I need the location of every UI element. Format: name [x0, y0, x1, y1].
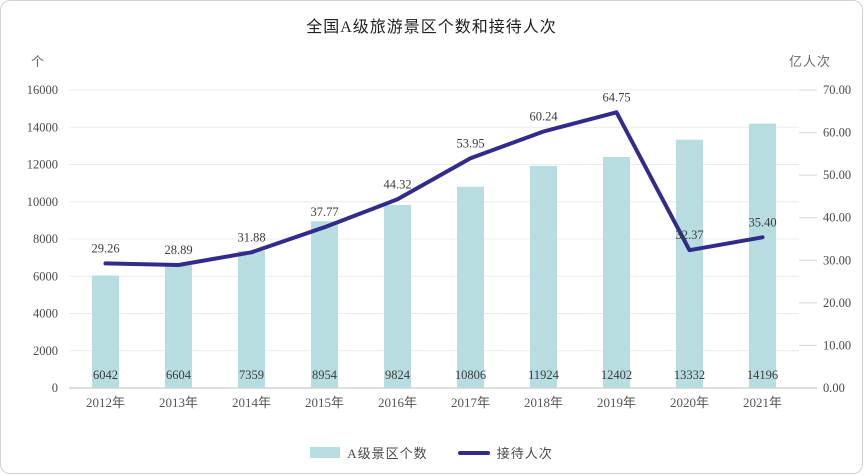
bar-2018年: [530, 165, 557, 388]
legend-item-bar-series: A级景区个数: [310, 443, 427, 462]
bar-value-label: 13332: [674, 368, 705, 382]
line-value-label: 32.37: [675, 228, 703, 242]
line-series-path: [103, 110, 765, 267]
line-value-label: 29.26: [91, 241, 119, 255]
bar-2013年: [165, 265, 192, 388]
bar-value-label: 6604: [166, 368, 192, 382]
bar-series-swatch-icon: [310, 447, 341, 458]
line-value-label: 35.40: [748, 215, 776, 229]
bar-2021年: [749, 123, 776, 389]
line-value-label: 28.89: [164, 243, 192, 257]
line-series-swatch-icon: [457, 450, 490, 455]
bar-value-label: 7359: [239, 368, 264, 382]
x-axis-category-label: 2012年: [86, 395, 125, 410]
right-axis-tick-label: 20.00: [823, 296, 851, 310]
left-axis-tick-label: 16000: [27, 83, 58, 97]
line-value-label: 37.77: [310, 205, 338, 219]
bar-2019年: [603, 157, 630, 388]
chart-legend: A级景区个数 接待人次: [1, 443, 862, 462]
line-value-label: 31.88: [237, 230, 265, 244]
right-axis-tick-label: 0.00: [823, 381, 845, 395]
left-axis-unit-label: 个: [31, 54, 46, 69]
line-value-label: 64.75: [602, 90, 630, 104]
left-axis-tick-label: 0: [52, 381, 58, 395]
bar-value-label: 10806: [455, 368, 486, 382]
chart-plot: 0 2000 4000 6000 8000 10000 12000 14000 16000 0.0…: [27, 83, 851, 410]
right-axis-tick-label: 30.00: [823, 253, 851, 267]
left-axis-tick-label: 4000: [33, 307, 58, 321]
bar-value-label: 8954: [312, 368, 338, 382]
bar-value-label: 14196: [747, 368, 778, 382]
bar-value-label: 11924: [528, 368, 560, 382]
line-value-label: 44.32: [383, 177, 411, 191]
bar-2016年: [384, 205, 411, 388]
x-axis-category-label: 2020年: [670, 395, 709, 410]
chart-title: 全国A级旅游景区个数和接待人次: [306, 19, 557, 36]
line-value-label: 60.24: [529, 110, 558, 124]
legend-item-line-series: 接待人次: [457, 443, 553, 462]
x-axis-category-label: 2015年: [305, 395, 344, 410]
right-axis-tick-label: 40.00: [823, 211, 851, 225]
x-axis-category-label: 2016年: [378, 395, 417, 410]
legend-label-line-series: 接待人次: [496, 446, 553, 461]
left-axis-tick-label: 6000: [33, 269, 58, 283]
left-axis-tick-label: 10000: [27, 195, 58, 209]
bar-2015年: [311, 221, 338, 388]
x-axis-category-label: 2017年: [451, 395, 490, 410]
x-axis-category-label: 2021年: [743, 395, 782, 410]
left-axis-tick-label: 8000: [33, 232, 58, 246]
legend-label-bar-series: A级景区个数: [347, 446, 428, 461]
right-axis-tick-label: 70.00: [823, 83, 851, 97]
right-axis-tick-label: 10.00: [823, 338, 851, 352]
x-axis-category-label: 2014年: [232, 395, 271, 410]
right-axis-unit-label: 亿人次: [789, 54, 832, 69]
bar-2012年: [92, 275, 119, 388]
x-axis-category-label: 2013年: [159, 395, 198, 410]
right-axis-tick-label: 60.00: [823, 126, 851, 140]
line-value-label: 53.95: [456, 136, 484, 150]
bar-2017年: [457, 186, 484, 388]
x-axis-category-label: 2019年: [597, 395, 636, 410]
right-axis-tick-label: 50.00: [823, 168, 851, 182]
left-axis-tick-label: 14000: [27, 120, 58, 134]
bar-2020年: [676, 139, 703, 388]
x-axis-category-label: 2018年: [524, 395, 563, 410]
bar-value-label: 6042: [93, 368, 118, 382]
bar-2014年: [238, 250, 265, 388]
bar-value-label: 12402: [601, 368, 632, 382]
left-axis-tick-label: 12000: [27, 158, 58, 172]
left-axis-tick-label: 2000: [33, 344, 58, 358]
bar-value-label: 9824: [385, 368, 411, 382]
